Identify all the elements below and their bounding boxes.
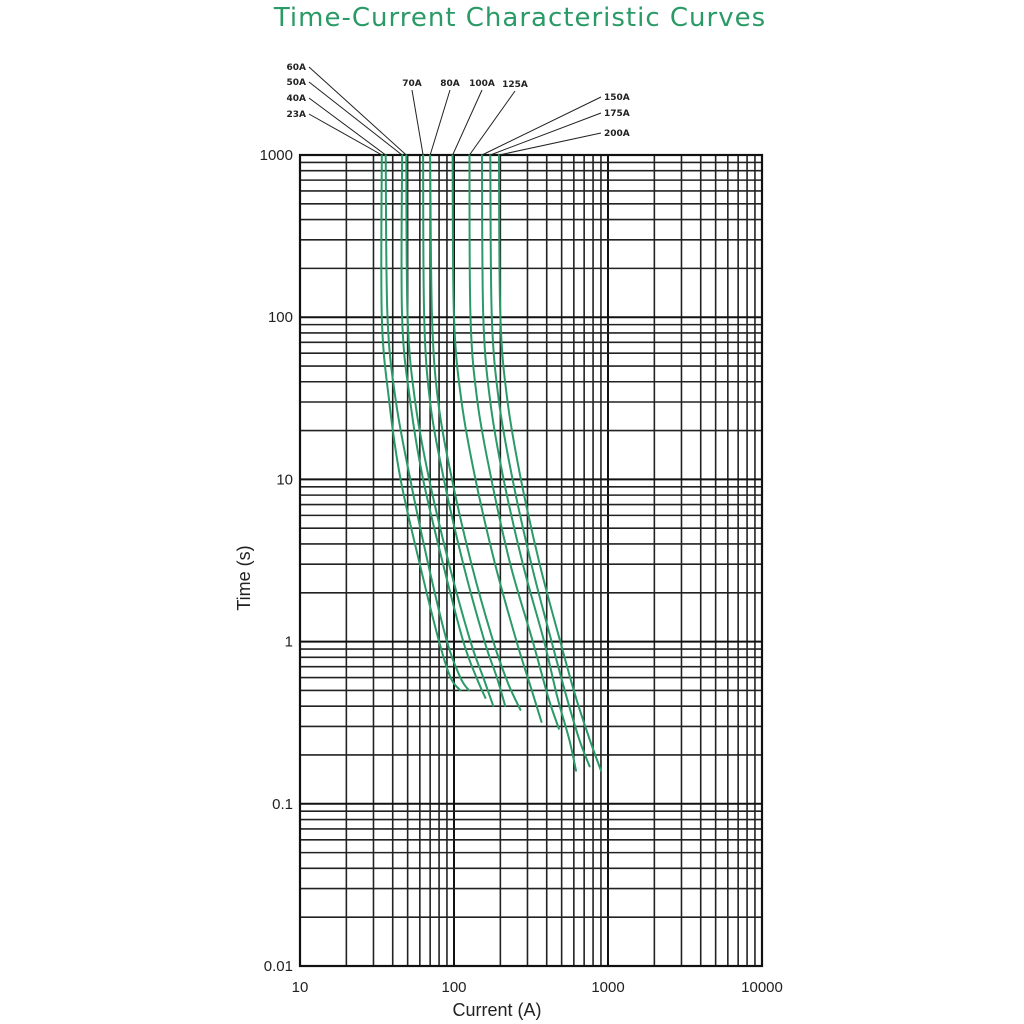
- x-tick-label: 10000: [741, 979, 783, 996]
- curves: [380, 154, 602, 772]
- leader-line: [498, 132, 602, 156]
- y-tick-label: 0.1: [272, 796, 293, 813]
- curve-150a: [481, 154, 577, 772]
- y-tick-label: 1000: [260, 147, 293, 164]
- series-label-40a: 40A: [287, 94, 307, 104]
- series-label-175a: 175A: [604, 109, 630, 119]
- series-label-150a: 150A: [604, 93, 630, 103]
- y-tick-label: 1: [285, 634, 293, 651]
- leader-line: [308, 97, 386, 156]
- leader-line: [490, 112, 602, 156]
- curve-70a: [422, 154, 507, 708]
- leader-line: [411, 89, 424, 156]
- y-tick-label: 10: [276, 471, 293, 488]
- leader-line: [452, 89, 483, 156]
- grid: [298, 153, 764, 968]
- curve-60a: [405, 154, 495, 708]
- leader-line: [429, 89, 451, 156]
- series-label-23a: 23A: [287, 110, 307, 120]
- leader-line: [308, 81, 403, 156]
- leader-line: [469, 90, 516, 156]
- tick-labels: 10 100 1000 10000 1000 100 10 1 0.1 0.01: [260, 147, 783, 996]
- x-tick-label: 10: [292, 979, 309, 996]
- curve-23a: [380, 154, 462, 692]
- curve-175a: [489, 154, 591, 768]
- series-label-200a: 200A: [604, 129, 630, 139]
- y-tick-label: 100: [268, 309, 293, 326]
- plot-frame: [298, 153, 764, 968]
- curve-125a: [468, 154, 560, 730]
- y-tick-label: 0.01: [264, 958, 293, 975]
- series-label-70a: 70A: [402, 79, 422, 89]
- leader-line: [308, 66, 407, 156]
- curve-100a: [451, 154, 543, 723]
- series-label-50a: 50A: [287, 78, 307, 88]
- x-tick-label: 100: [441, 979, 466, 996]
- y-axis-title: Time (s): [234, 545, 254, 610]
- series-label-125a: 125A: [502, 80, 528, 90]
- curve-200a: [498, 154, 602, 772]
- x-tick-label: 1000: [591, 979, 624, 996]
- series-label-80a: 80A: [440, 79, 460, 89]
- curve-80a: [429, 154, 522, 711]
- leader-line: [308, 113, 383, 156]
- series-label-60a: 60A: [287, 63, 307, 73]
- chart-title: Time-Current Characteristic Curves: [273, 3, 767, 33]
- series-labels: 23A 40A 50A 60A 70A 80A 100A 125A 150A 175A 200A: [287, 63, 630, 156]
- curve-40a: [384, 154, 470, 692]
- series-label-100a: 100A: [469, 79, 495, 89]
- leader-line: [481, 96, 602, 156]
- x-axis-title: Current (A): [452, 1000, 541, 1020]
- curve-50a: [400, 154, 487, 699]
